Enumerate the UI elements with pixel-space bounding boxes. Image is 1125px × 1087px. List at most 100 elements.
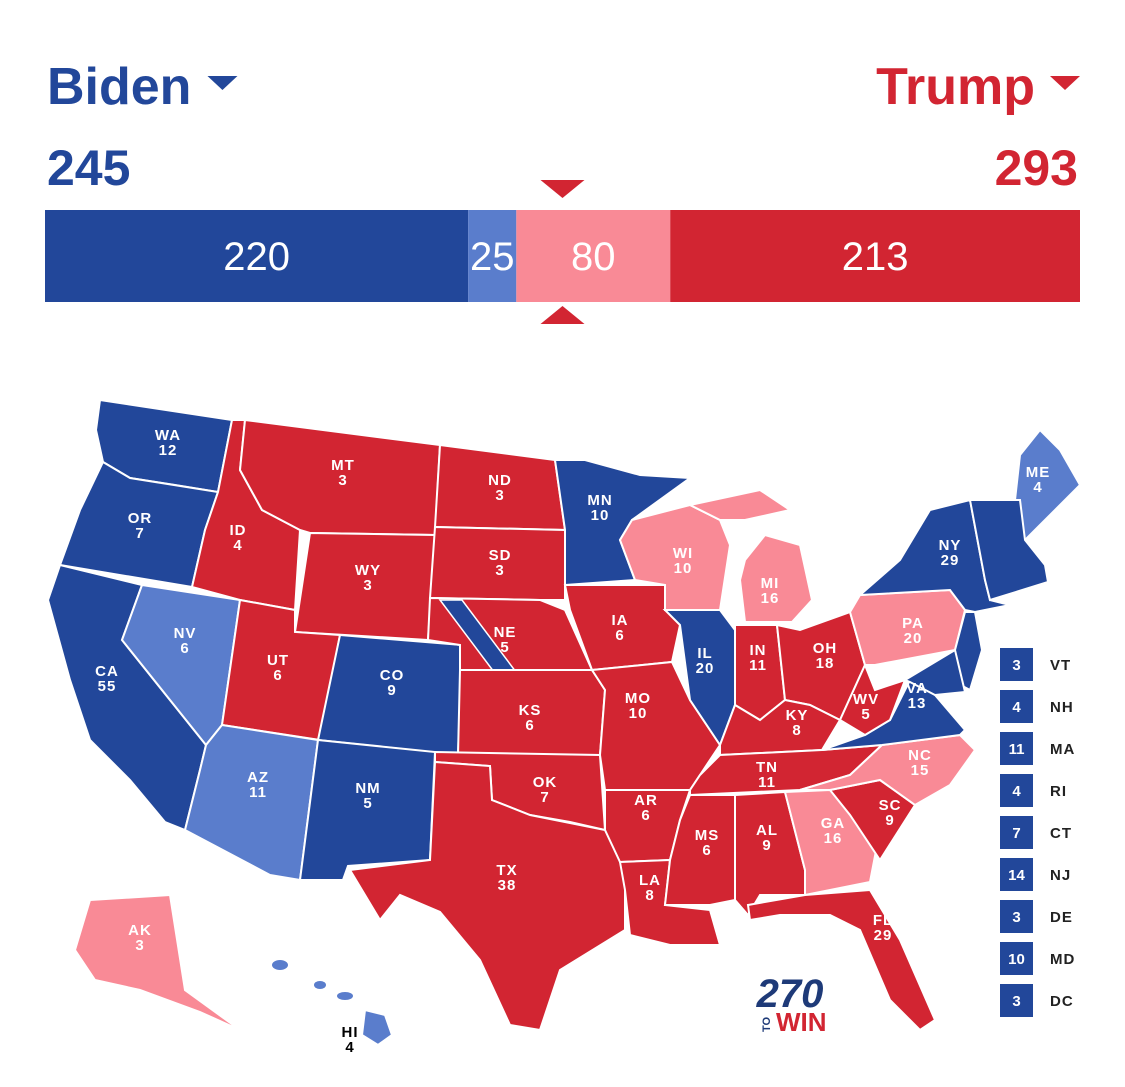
state-abbr: OK	[533, 774, 558, 791]
state-shape[interactable]	[348, 760, 626, 1032]
small-state-abbr: NH	[1050, 699, 1074, 716]
state-ev: 20	[696, 660, 715, 677]
state-abbr: KS	[519, 702, 542, 719]
state-ev: 11	[749, 657, 767, 674]
state-ev: 29	[874, 927, 893, 944]
small-state-box[interactable]	[1000, 690, 1033, 723]
state-abbr: CO	[380, 667, 405, 684]
small-state-box[interactable]	[1000, 942, 1033, 975]
state-ev: 6	[641, 807, 650, 824]
small-state-ev: 3	[1012, 993, 1020, 1010]
small-state-box[interactable]	[1000, 774, 1033, 807]
state-shape[interactable]	[73, 893, 241, 1031]
state-abbr: NE	[494, 624, 517, 641]
state-ev: 7	[540, 789, 549, 806]
state-abbr: WI	[673, 545, 693, 562]
bar-segment-label: 220	[223, 235, 290, 279]
state-shape[interactable]	[799, 733, 977, 807]
small-states-list: 3 VT 4 NH 11 MA 4 RI 7 CT 14 NJ 3 DE 10 MD 3 DC	[1000, 648, 1075, 1017]
state-abbr: WA	[155, 427, 181, 444]
state-abbr: MO	[625, 690, 651, 707]
candidate-dropdown[interactable]	[207, 76, 238, 90]
bar-segment-label: 213	[842, 235, 909, 279]
state-abbr: AK	[128, 922, 152, 939]
state-shape[interactable]	[746, 888, 937, 1032]
state-abbr: WV	[853, 691, 879, 708]
state-ev: 29	[941, 552, 960, 569]
small-state-abbr: MD	[1050, 951, 1075, 968]
small-state-box[interactable]	[1000, 900, 1033, 933]
state-shape-part[interactable]	[272, 960, 288, 970]
state-shape[interactable]	[738, 533, 814, 623]
logo-number: 270	[756, 972, 824, 1016]
state-abbr: OH	[813, 640, 838, 657]
bar-segment	[45, 210, 469, 302]
state-ev: 10	[591, 507, 610, 524]
state-ev: 6	[273, 667, 282, 684]
state-abbr: CA	[95, 663, 119, 680]
state-shape-part[interactable]	[687, 488, 793, 521]
state-abbr: IN	[750, 642, 767, 659]
small-state-abbr: RI	[1050, 783, 1067, 800]
state-abbr: SC	[879, 797, 902, 814]
bar-segment-label: 80	[571, 235, 616, 279]
state-abbr: VA	[906, 680, 928, 697]
state-shape[interactable]	[968, 499, 1050, 602]
small-state-abbr: DE	[1050, 909, 1073, 926]
state-abbr: SD	[489, 547, 512, 564]
small-state-abbr: NJ	[1050, 867, 1071, 884]
small-state-box[interactable]	[1000, 732, 1033, 765]
state-abbr: OR	[128, 510, 153, 527]
state-abbr: MI	[761, 575, 780, 592]
state-ev: 4	[1033, 479, 1042, 496]
state-abbr: KY	[786, 707, 809, 724]
state-shape[interactable]	[428, 525, 566, 601]
small-state-box[interactable]	[1000, 984, 1033, 1017]
state-abbr: HI	[342, 1024, 359, 1041]
state-shape-part[interactable]	[314, 981, 326, 989]
state-abbr: UT	[267, 652, 289, 669]
state-ev: 5	[861, 706, 870, 723]
small-state-abbr: MA	[1050, 741, 1075, 758]
state-ev: 9	[762, 837, 771, 854]
state-ev: 16	[761, 590, 780, 607]
state-ev: 8	[645, 887, 654, 904]
state-shape-part[interactable]	[337, 992, 353, 1000]
state-abbr: IL	[697, 645, 712, 662]
state-abbr: ND	[488, 472, 512, 489]
state-abbr: PA	[902, 615, 924, 632]
small-state-ev: 14	[1008, 867, 1025, 884]
midpoint-marker-top	[540, 180, 585, 198]
state-shape[interactable]	[360, 1008, 394, 1047]
state-ev: 4	[233, 537, 242, 554]
state-abbr: AL	[756, 822, 778, 839]
state-ev: 6	[702, 842, 711, 859]
small-state-ev: 10	[1008, 951, 1025, 968]
state-ev: 5	[363, 795, 372, 812]
bar-segment-label: 25	[470, 235, 515, 279]
ev-bar: 220 25 80 213	[45, 180, 1080, 324]
state-shape[interactable]	[902, 648, 967, 697]
small-state-box[interactable]	[1000, 858, 1033, 891]
state-abbr: MN	[587, 492, 612, 509]
state-ev: 38	[498, 877, 517, 894]
small-state-box[interactable]	[1000, 816, 1033, 849]
state-ev: 10	[629, 705, 648, 722]
candidate-name: Trump	[876, 58, 1035, 116]
state-abbr: AR	[634, 792, 658, 809]
midpoint-marker-bottom	[540, 306, 585, 324]
small-state-ev: 4	[1012, 783, 1021, 800]
small-state-box[interactable]	[1000, 648, 1033, 681]
state-abbr: GA	[821, 815, 846, 832]
state-abbr: LA	[639, 872, 661, 889]
state-ev: 6	[180, 640, 189, 657]
state-ev: 11	[249, 784, 267, 801]
small-state-ev: 11	[1009, 741, 1025, 758]
state-ev: 3	[135, 937, 144, 954]
bar-segment	[468, 210, 517, 302]
state-ev: 3	[338, 472, 347, 489]
candidate-dropdown[interactable]	[1050, 76, 1080, 90]
